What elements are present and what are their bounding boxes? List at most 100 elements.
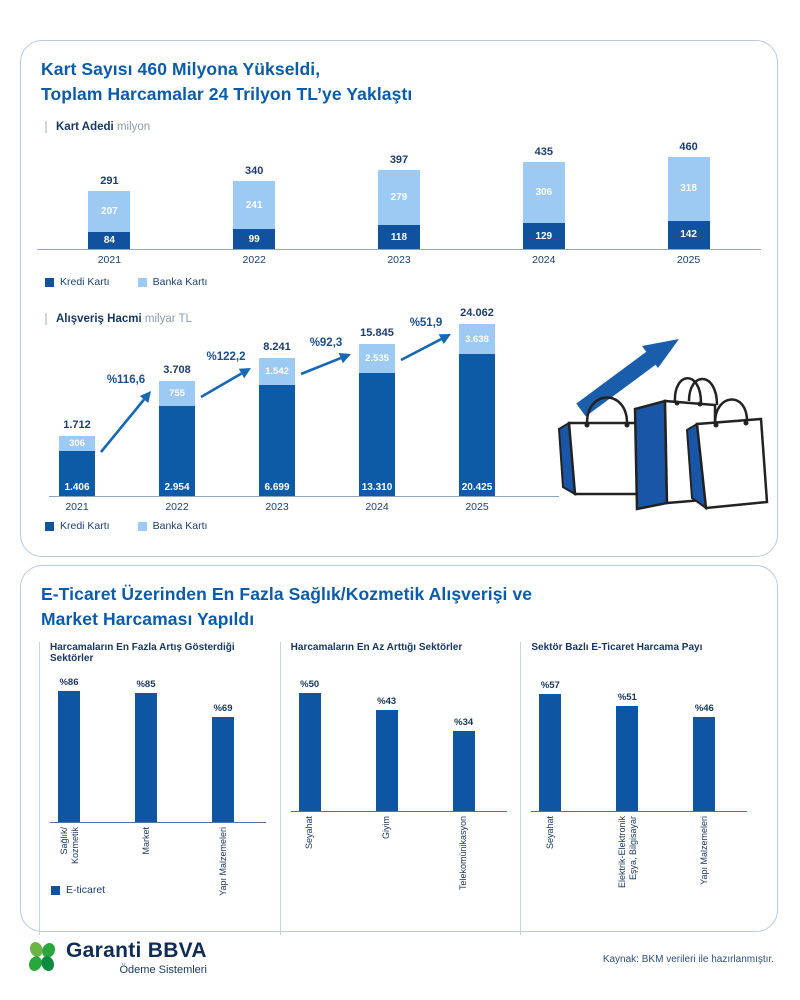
sector-bar xyxy=(616,706,639,811)
card-count-bar-group: 291 207 84 xyxy=(37,141,182,249)
kredi-karti-segment: 99 xyxy=(233,229,276,249)
panel1-title: Kart Sayısı 460 Milyona Yükseldi, Toplam… xyxy=(41,57,412,106)
sector-bar xyxy=(298,693,321,811)
banka-karti-segment: 306 xyxy=(59,436,95,451)
kredi-karti-segment: 84 xyxy=(88,232,131,249)
chart2-label: Alışveriş Hacmi milyar TL xyxy=(45,313,192,325)
sector-chart-block-growth-top: Harcamaların En Fazla Artış Gösterdiği S… xyxy=(39,642,280,935)
bar-total-label: 1.712 xyxy=(63,419,91,431)
x-axis-sector-label: Giyim xyxy=(381,816,392,839)
x-axis-year-label: 2022 xyxy=(242,254,266,266)
x-axis-sector-label: Elektrik-Elektronik Eşya, Bilgisayar xyxy=(616,816,638,889)
bar-total-label: 340 xyxy=(245,165,264,178)
kredi-karti-segment: 118 xyxy=(377,225,420,249)
x-axis-sector-label: Seyahat xyxy=(304,816,315,850)
sector-chart-block-growth-bottom: Harcamaların En Az Arttığı Sektörler %50… xyxy=(279,642,521,935)
chart2-unit: milyar TL xyxy=(144,313,192,325)
sector-charts-row: Harcamaların En Fazla Artış Gösterdiği S… xyxy=(39,642,761,935)
bar-value-label: %85 xyxy=(136,679,156,690)
legend-banka-label: Banka Kartı xyxy=(152,520,208,532)
bar-total-label: 3.708 xyxy=(163,364,191,376)
ecommerce-legend: E-ticaret xyxy=(51,884,105,896)
sector-axis-labels: Seyahat Giyim Telekomünikasyon xyxy=(291,812,507,924)
x-axis-year-label: 2025 xyxy=(465,501,489,513)
card-count-chart: 291 207 84 340 241 99 397 279 118 435 306 129 460 318… xyxy=(37,141,761,250)
sector-axis-labels: Sağlık/ Kozmetik Market Yapı Malzemeleri xyxy=(50,823,266,935)
garanti-bbva-logo: Garanti BBVA Ödeme Sistemleri xyxy=(25,940,207,976)
mini-chart-title: Harcamaların En Fazla Artış Gösterdiği S… xyxy=(50,642,235,664)
legend-item-banka: Banka Kartı xyxy=(137,520,208,532)
chart1-label: Kart Adedi milyon xyxy=(45,121,150,133)
kredi-swatch-icon xyxy=(45,277,54,287)
banka-karti-segment: 755 xyxy=(159,381,195,406)
sector-bar xyxy=(375,710,398,811)
ecommerce-panel: E-Ticaret Üzerinden En Fazla Sağlık/Kozm… xyxy=(20,565,778,935)
legend-item-banka: Banka Kartı xyxy=(137,276,208,288)
spending-volume-chart: 306 1.406 1.712 755 2.954 3.708 1.542 6.699 8.24… xyxy=(49,307,559,497)
banka-karti-segment: 207 xyxy=(88,190,131,233)
eticaret-swatch-icon xyxy=(51,885,60,895)
bar-value-label: %57 xyxy=(540,680,560,691)
panel2-title-line1: E-Ticaret Üzerinden En Fazla Sağlık/Kozm… xyxy=(41,584,533,604)
sector-bar xyxy=(693,717,716,811)
x-axis-year-label: 2024 xyxy=(365,501,389,513)
banka-karti-segment: 3.638 xyxy=(459,324,495,354)
chart2-label-text: Alışveriş Hacmi xyxy=(56,313,142,325)
sector-bar xyxy=(58,691,80,822)
sector-bar-chart: %50 %43 %34 xyxy=(290,661,507,812)
banka-karti-segment: 279 xyxy=(377,169,420,226)
sector-bar xyxy=(212,717,234,822)
bar-total-label: 291 xyxy=(100,174,119,187)
bar-total-label: 8.241 xyxy=(263,341,291,353)
kredi-karti-segment: 129 xyxy=(522,223,565,249)
kredi-karti-segment: 2.954 xyxy=(159,406,195,496)
card-count-chart-x-axis: 2021 2022 2023 2024 2025 xyxy=(37,254,761,266)
sector-bar xyxy=(539,694,562,811)
volume-bar: 755 2.954 xyxy=(159,381,195,496)
x-axis-year-label: 2025 xyxy=(676,254,701,266)
sector-bar-chart: %57 %51 %46 xyxy=(531,661,748,812)
x-axis-sector-label: Sağlık/ Kozmetik xyxy=(58,827,80,865)
card-count-bar-group: 460 318 142 xyxy=(616,141,761,249)
bar-total-label: 24.062 xyxy=(460,307,494,319)
bar-total-label: 15.845 xyxy=(360,327,394,339)
banka-swatch-icon xyxy=(137,521,147,531)
banka-karti-segment: 241 xyxy=(233,181,276,230)
kredi-karti-segment: 20.425 xyxy=(459,354,495,496)
banka-swatch-icon xyxy=(137,277,147,287)
x-axis-sector-label: Telekomünikasyon xyxy=(458,816,469,891)
x-axis-year-label: 2021 xyxy=(65,501,89,513)
x-axis-year-label: 2023 xyxy=(387,254,411,266)
bar-value-label: %51 xyxy=(617,692,637,703)
bar-value-label: %34 xyxy=(454,717,474,728)
kredi-karti-segment: 6.699 xyxy=(259,385,295,496)
x-axis-year-label: 2023 xyxy=(265,501,289,513)
kredi-karti-segment: 142 xyxy=(667,220,710,249)
legend-item-kredi: Kredi Kartı xyxy=(45,276,110,288)
kredi-karti-segment: 13.310 xyxy=(359,373,395,496)
legend-kredi-label: Kredi Kartı xyxy=(60,520,110,532)
x-axis-year-label: 2024 xyxy=(532,254,556,266)
x-axis-sector-label: Seyahat xyxy=(545,816,556,850)
x-axis-sector-label: Yapı Malzemeleri xyxy=(217,827,228,896)
shopping-bags-illustration xyxy=(539,297,774,512)
bar-value-label: %50 xyxy=(300,679,320,690)
sector-axis-labels: Seyahat Elektrik-Elektronik Eşya, Bilgisa… xyxy=(531,812,747,924)
legend-banka-label: Banka Kartı xyxy=(152,276,208,288)
sector-bar-chart: %86 %85 %69 xyxy=(50,672,266,823)
panel1-title-line1: Kart Sayısı 460 Milyona Yükseldi, xyxy=(41,59,321,79)
x-axis-year-label: 2021 xyxy=(97,254,122,266)
sector-bar xyxy=(452,731,475,811)
volume-bar: 1.542 6.699 xyxy=(259,358,295,496)
bar-value-label: %46 xyxy=(694,703,714,714)
bar-total-label: 435 xyxy=(534,146,553,159)
brand-name: Garanti BBVA xyxy=(66,939,207,962)
legend-item-kredi: Kredi Kartı xyxy=(45,520,110,532)
legend-item-eticaret: E-ticaret xyxy=(51,884,105,896)
sector-bar xyxy=(135,693,157,822)
source-note: Kaynak: BKM verileri ile hazırlanmıştır. xyxy=(602,954,774,965)
brand-wordmark: Garanti BBVA Ödeme Sistemleri xyxy=(66,940,207,976)
mini-chart-title: Sektör Bazlı E-Ticaret Harcama Payı xyxy=(531,642,703,653)
volume-bar: 3.638 20.425 xyxy=(459,324,495,496)
